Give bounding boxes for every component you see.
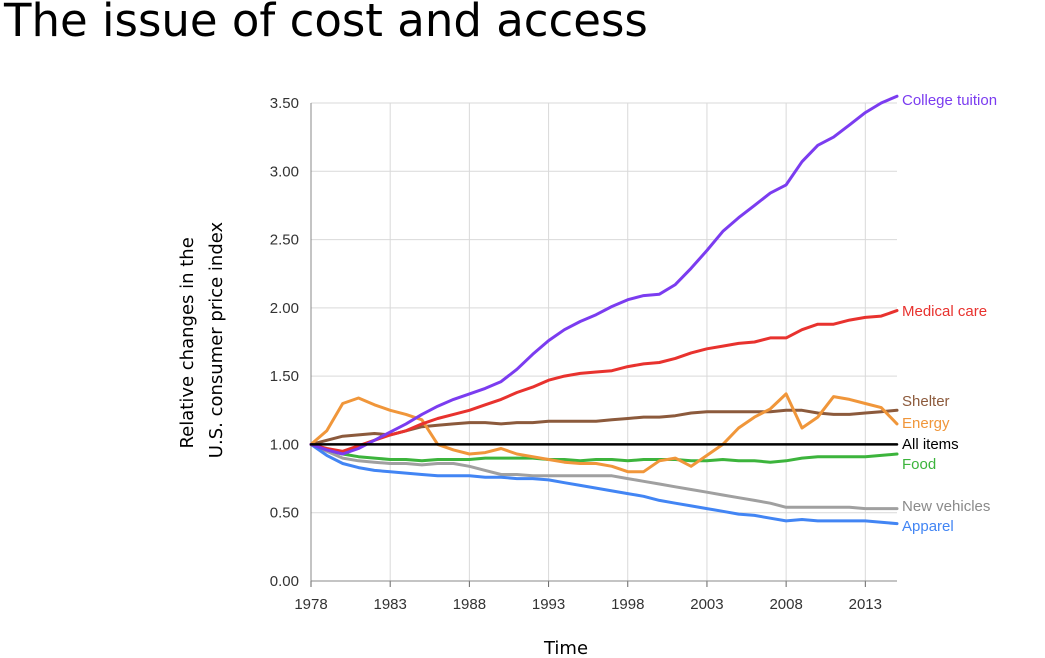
y-tick-label: 2.00 (270, 300, 299, 317)
x-tick-label: 1998 (611, 596, 644, 613)
x-tick-label: 2013 (849, 596, 882, 613)
y-tick-label: 0.50 (270, 505, 299, 522)
y-tick-label: 2.50 (270, 232, 299, 249)
x-tick-label: 1993 (532, 596, 565, 613)
series-label-energy: Energy (902, 415, 950, 432)
series-label-new-vehicles: New vehicles (902, 498, 990, 515)
x-tick-label: 1988 (453, 596, 486, 613)
slide-title: The issue of cost and access (4, 0, 648, 47)
series-labels: College tuition Medical care Shelter Energy… (902, 92, 997, 535)
series-line-college-tuition (309, 94, 899, 456)
series-line-medical-care (309, 309, 899, 453)
series-label-apparel: Apparel (902, 518, 954, 535)
series-label-medical-care: Medical care (902, 303, 987, 320)
series-line-food (309, 442, 899, 464)
y-tick-label: 3.50 (270, 95, 299, 112)
series-line-energy (309, 392, 899, 474)
series-lines (309, 94, 899, 526)
series-label-food: Food (902, 456, 936, 473)
x-axis-title: Time (543, 638, 588, 658)
y-tick-label: 0.00 (270, 573, 299, 590)
x-tick-label: 2003 (690, 596, 723, 613)
series-label-shelter: Shelter (902, 393, 950, 410)
series-line-new-vehicles (309, 442, 899, 511)
x-tick-label: 2008 (769, 596, 802, 613)
y-axis-title: Relative changes in the U.S. consumer pr… (177, 221, 227, 458)
y-tick-label: 1.00 (270, 436, 299, 453)
y-tick-label: 3.00 (270, 163, 299, 180)
axes: 0.00 0.50 1.00 1.50 2.00 2.50 3.00 3.50 1978 1983… (270, 95, 897, 613)
series-label-all-items: All items (902, 436, 959, 453)
grid-lines (310, 102, 897, 582)
y-axis-title-line-1: Relative changes in the (177, 237, 198, 448)
y-axis-title-line-2: U.S. consumer price index (206, 221, 227, 458)
y-tick-label: 1.50 (270, 368, 299, 385)
x-tick-label: 1983 (374, 596, 407, 613)
series-line-apparel (309, 442, 899, 526)
series-label-college-tuition: College tuition (902, 92, 997, 109)
x-tick-label: 1978 (294, 596, 327, 613)
